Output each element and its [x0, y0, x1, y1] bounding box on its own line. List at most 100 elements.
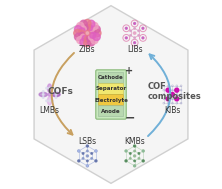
Circle shape — [82, 158, 84, 159]
Circle shape — [142, 150, 144, 152]
Circle shape — [134, 28, 135, 29]
Circle shape — [55, 97, 57, 98]
Circle shape — [52, 100, 53, 102]
Circle shape — [82, 25, 88, 31]
Circle shape — [42, 97, 44, 98]
Circle shape — [134, 165, 136, 167]
Circle shape — [42, 94, 44, 95]
Circle shape — [138, 153, 140, 154]
Circle shape — [87, 165, 88, 167]
FancyBboxPatch shape — [98, 84, 124, 94]
Text: COFs: COFs — [47, 87, 73, 96]
Circle shape — [134, 155, 136, 157]
Circle shape — [142, 160, 144, 162]
Circle shape — [89, 34, 95, 40]
Circle shape — [90, 30, 96, 36]
Circle shape — [84, 19, 91, 27]
Circle shape — [80, 39, 87, 46]
Circle shape — [130, 153, 131, 154]
Circle shape — [75, 26, 82, 33]
Circle shape — [134, 150, 135, 152]
Circle shape — [175, 97, 179, 101]
Circle shape — [80, 26, 86, 32]
Circle shape — [87, 36, 93, 41]
Text: Electrolyte: Electrolyte — [94, 98, 128, 103]
Ellipse shape — [39, 92, 47, 97]
Circle shape — [48, 93, 51, 96]
Text: Anode: Anode — [101, 109, 121, 114]
Circle shape — [77, 22, 84, 30]
Circle shape — [134, 42, 136, 44]
Circle shape — [87, 160, 88, 162]
Circle shape — [138, 35, 139, 36]
Circle shape — [130, 30, 131, 32]
Circle shape — [49, 87, 50, 89]
Circle shape — [84, 39, 91, 47]
Circle shape — [78, 160, 80, 162]
Circle shape — [91, 158, 92, 159]
Circle shape — [78, 150, 79, 152]
Text: COF
composites: COF composites — [148, 82, 202, 101]
Text: LSBs: LSBs — [78, 137, 96, 146]
Circle shape — [93, 33, 100, 41]
Circle shape — [79, 30, 85, 36]
Circle shape — [170, 92, 174, 97]
Circle shape — [85, 31, 90, 36]
Polygon shape — [34, 6, 188, 183]
Circle shape — [86, 145, 88, 147]
Circle shape — [166, 97, 170, 101]
Circle shape — [82, 36, 88, 41]
Circle shape — [125, 37, 127, 39]
Text: ZIBs: ZIBs — [79, 45, 96, 54]
Circle shape — [55, 94, 57, 95]
Circle shape — [130, 35, 131, 36]
Circle shape — [87, 20, 95, 28]
Text: KIBs: KIBs — [164, 106, 181, 115]
Circle shape — [52, 87, 53, 89]
FancyBboxPatch shape — [96, 70, 126, 119]
Circle shape — [134, 37, 135, 39]
Circle shape — [42, 91, 44, 92]
Circle shape — [89, 26, 95, 32]
Circle shape — [86, 165, 88, 167]
Text: +: + — [125, 66, 134, 76]
Ellipse shape — [52, 92, 60, 97]
Circle shape — [138, 30, 139, 32]
Text: LIBs: LIBs — [127, 45, 143, 54]
Circle shape — [125, 160, 127, 162]
Circle shape — [138, 158, 140, 159]
Circle shape — [142, 37, 144, 39]
FancyBboxPatch shape — [98, 73, 124, 83]
Text: −: − — [124, 112, 135, 125]
Circle shape — [130, 158, 131, 159]
Circle shape — [84, 36, 90, 42]
Circle shape — [87, 25, 93, 31]
Circle shape — [80, 34, 86, 40]
Ellipse shape — [48, 84, 52, 92]
Circle shape — [49, 100, 50, 102]
Circle shape — [95, 160, 97, 162]
Circle shape — [142, 27, 144, 29]
Circle shape — [74, 29, 81, 37]
Circle shape — [95, 150, 97, 152]
FancyBboxPatch shape — [98, 106, 124, 116]
Circle shape — [91, 22, 98, 30]
Circle shape — [87, 150, 88, 152]
Circle shape — [90, 28, 96, 34]
Circle shape — [90, 32, 96, 38]
Circle shape — [94, 29, 101, 37]
Circle shape — [55, 91, 57, 92]
Circle shape — [95, 150, 97, 152]
Circle shape — [80, 20, 87, 28]
Ellipse shape — [48, 97, 52, 105]
Circle shape — [82, 153, 84, 154]
Circle shape — [166, 88, 170, 92]
Circle shape — [134, 165, 135, 167]
Circle shape — [84, 24, 90, 30]
Circle shape — [125, 27, 127, 29]
Circle shape — [46, 87, 47, 89]
Circle shape — [133, 32, 136, 34]
Text: Separator: Separator — [95, 86, 127, 91]
Text: Cathode: Cathode — [98, 75, 124, 80]
Circle shape — [93, 26, 100, 33]
